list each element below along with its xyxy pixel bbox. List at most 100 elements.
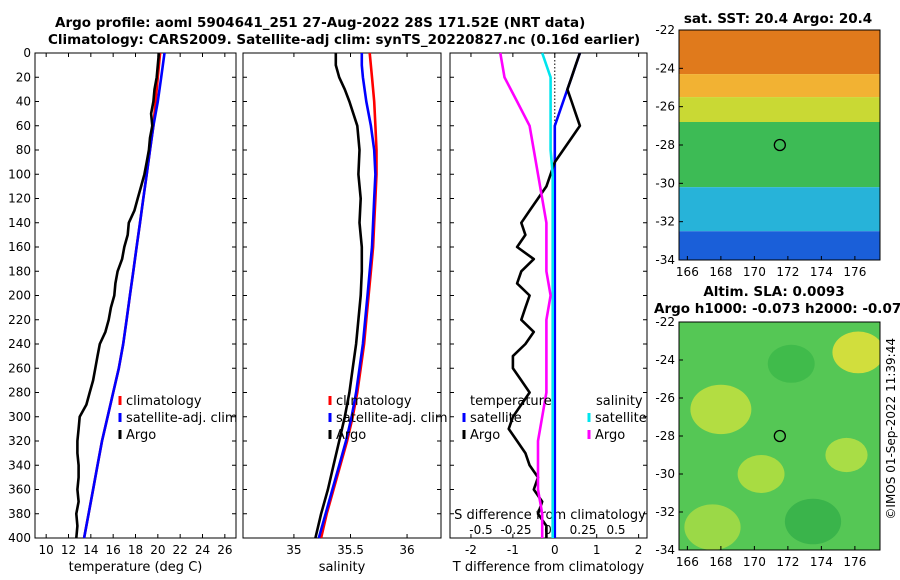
sst-map-xtick-label: 172 bbox=[776, 265, 799, 279]
sla-map-patch bbox=[684, 504, 741, 550]
depth-tick-label: 340 bbox=[8, 458, 31, 472]
depth-tick-label: 200 bbox=[8, 289, 31, 303]
depth-tick-label: 140 bbox=[8, 216, 31, 230]
temperature-panel-series-satellite-adj-clim bbox=[82, 52, 166, 539]
sst-map-ytick-label: -34 bbox=[655, 253, 675, 267]
difference-panel-xlabel: T difference from climatology bbox=[452, 560, 645, 575]
figure-title-line1: Argo profile: aoml 5904641_251 27-Aug-20… bbox=[55, 15, 586, 31]
sst-map-field bbox=[679, 30, 880, 260]
s-difference-tick-label: -0.25 bbox=[500, 523, 531, 537]
s-difference-tick-label: 0.5 bbox=[606, 523, 625, 537]
depth-tick-label: 320 bbox=[8, 434, 31, 448]
diff-legend-title-salinity: salinity bbox=[596, 394, 643, 409]
sla-map-patch bbox=[767, 344, 815, 383]
depth-tick-label: 80 bbox=[16, 143, 31, 157]
temperature-panel-xtick-label: 12 bbox=[61, 543, 76, 557]
salinity-panel-frame bbox=[242, 52, 442, 539]
sst-map-band bbox=[679, 122, 880, 188]
sst-map-argo-marker bbox=[773, 138, 786, 152]
sla-map-ytick-label: -30 bbox=[655, 467, 675, 481]
temperature-panel-xtick-label: 26 bbox=[217, 543, 232, 557]
salinity-panel-xtick-label: 35 bbox=[286, 543, 301, 557]
depth-tick-label: 260 bbox=[8, 361, 31, 375]
salinity-panel-legend-label: Argo bbox=[336, 428, 366, 443]
sla-map-patch bbox=[690, 384, 752, 435]
salinity-panel-xtick-label: 35.5 bbox=[337, 543, 364, 557]
sla-map-xtick-label: 176 bbox=[843, 555, 866, 569]
temperature-panel-xtick-label: 24 bbox=[195, 543, 210, 557]
depth-tick-label: 220 bbox=[8, 313, 31, 327]
salinity-panel-series-argo bbox=[314, 53, 364, 539]
temperature-panel-legend-label: climatology bbox=[126, 394, 202, 409]
diff-legend-label-s: satellite bbox=[595, 411, 647, 426]
difference-panel-series-s-satellite bbox=[540, 52, 555, 538]
difference-panel-xtick-label: 0 bbox=[551, 543, 559, 557]
depth-tick-label: 400 bbox=[8, 531, 31, 545]
sst-map-xtick-label: 170 bbox=[743, 265, 766, 279]
sst-map-ytick-label: -24 bbox=[655, 61, 675, 75]
salinity-panel-xlabel: salinity bbox=[319, 560, 366, 575]
sla-map-ytick-label: -28 bbox=[655, 429, 675, 443]
temperature-panel-series-argo bbox=[75, 52, 161, 539]
depth-tick-label: 40 bbox=[16, 95, 31, 109]
temperature-panel-legend-label: satellite-adj. clim bbox=[126, 411, 238, 426]
temperature-panel-xlabel: temperature (deg C) bbox=[69, 560, 203, 575]
sst-map-xtick-label: 176 bbox=[843, 265, 866, 279]
diff-legend-label-t: satellite bbox=[470, 411, 522, 426]
depth-tick-label: 180 bbox=[8, 264, 31, 278]
difference-panel-series-s-argo bbox=[499, 52, 552, 538]
depth-tick-label: 160 bbox=[8, 240, 31, 254]
depth-tick-label: 20 bbox=[16, 70, 31, 84]
sst-map-ytick-label: -22 bbox=[655, 23, 675, 37]
depth-tick-label: 100 bbox=[8, 167, 31, 181]
difference-panel-xtick-label: 1 bbox=[593, 543, 601, 557]
sla-map-ytick-label: -32 bbox=[655, 505, 675, 519]
sst-map-band bbox=[679, 187, 880, 232]
temperature-panel-xtick-label: 18 bbox=[128, 543, 143, 557]
temperature-panel-legend-label: Argo bbox=[126, 428, 156, 443]
sla-map-title: Altim. SLA: 0.0093 bbox=[703, 284, 844, 300]
temperature-panel-frame bbox=[34, 52, 237, 539]
salinity-panel-xtick-label: 36 bbox=[399, 543, 414, 557]
s-difference-tick-label: 0 bbox=[544, 523, 552, 537]
depth-tick-label: 280 bbox=[8, 386, 31, 400]
difference-panel-frame bbox=[449, 52, 648, 539]
sla-map-subtitle: Argo h1000: -0.073 h2000: -0.077 bbox=[654, 301, 900, 317]
sla-map-ytick-label: -26 bbox=[655, 391, 675, 405]
depth-tick-label: 380 bbox=[8, 507, 31, 521]
sla-map-xtick-label: 170 bbox=[743, 555, 766, 569]
difference-panel-xtick-label: 2 bbox=[635, 543, 643, 557]
sla-map-patch bbox=[784, 498, 842, 545]
temperature-panel-xtick-label: 16 bbox=[106, 543, 121, 557]
sla-map-xtick-label: 166 bbox=[676, 555, 699, 569]
difference-panel-xtick-label: -1 bbox=[507, 543, 519, 557]
temperature-panel-xtick-label: 14 bbox=[83, 543, 98, 557]
sst-map-band bbox=[679, 231, 880, 260]
depth-tick-label: 60 bbox=[16, 119, 31, 133]
sst-map-xtick-label: 166 bbox=[676, 265, 699, 279]
diff-legend-label-t: Argo bbox=[470, 428, 500, 443]
salinity-panel-series-satellite-adj-clim bbox=[317, 53, 377, 539]
sst-map-title: sat. SST: 20.4 Argo: 20.4 bbox=[684, 11, 872, 27]
sla-map-ytick-label: -34 bbox=[655, 543, 675, 557]
depth-tick-label: 120 bbox=[8, 192, 31, 206]
difference-panel-series-t-argo bbox=[507, 52, 582, 538]
depth-tick-label: 0 bbox=[23, 46, 31, 60]
sla-map-xtick-label: 174 bbox=[810, 555, 833, 569]
temperature-panel-xtick-label: 10 bbox=[39, 543, 54, 557]
sst-map-ytick-label: -30 bbox=[655, 176, 675, 190]
temperature-panel-xtick-label: 20 bbox=[150, 543, 165, 557]
sst-map-band bbox=[679, 30, 880, 75]
s-difference-tick-label: 0.25 bbox=[570, 523, 597, 537]
sst-map-ytick-label: -32 bbox=[655, 215, 675, 229]
sla-map-patch bbox=[832, 331, 880, 374]
diff-legend-title-temperature: temperature bbox=[470, 394, 552, 409]
s-difference-tick-label: -0.5 bbox=[469, 523, 492, 537]
depth-tick-label: 240 bbox=[8, 337, 31, 351]
s-difference-xlabel: S difference from climatology bbox=[454, 508, 646, 523]
sst-map-band bbox=[679, 97, 880, 122]
sst-map-ytick-label: -28 bbox=[655, 138, 675, 152]
sla-map-xtick-label: 168 bbox=[709, 555, 732, 569]
sst-map-ytick-label: -26 bbox=[655, 100, 675, 114]
